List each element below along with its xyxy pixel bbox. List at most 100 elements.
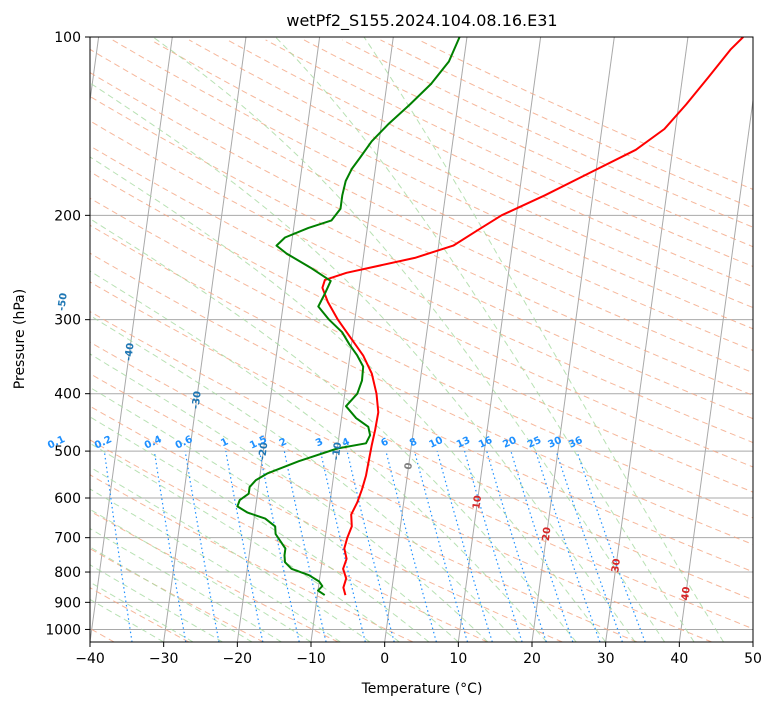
dry-adiabat-line [90, 197, 753, 519]
x-tick-label: 20 [523, 651, 541, 667]
data-series [236, 37, 744, 596]
isotherm-label: -30 [190, 390, 203, 409]
mixing-ratio-label: 36 [567, 435, 584, 451]
mixing-ratio-label: 4 [341, 436, 352, 449]
mixing-ratio-line [184, 451, 220, 642]
mixing-ratio-line [319, 450, 366, 642]
isotherm-line [531, 37, 615, 642]
dry-adiabat-label: 40 [680, 586, 693, 601]
dry-adiabat-line [90, 439, 488, 642]
plot-frame [89, 36, 754, 643]
mixing-ratio-label: 6 [379, 436, 390, 449]
y-tick-label: 600 [54, 491, 81, 507]
chart-title: wetPf2_S155.2024.104.08.16.E31 [286, 11, 557, 31]
x-tick-label: 50 [744, 651, 762, 667]
x-axis: −40 −30 −20 −10 0 10 20 30 40 50 [75, 642, 762, 667]
moist-adiabat-line [90, 488, 341, 642]
y-axis: 100 200 300 400 500 600 700 800 900 1000 [45, 30, 90, 638]
mixing-ratio-line [555, 450, 623, 642]
dry-adiabat-label: 10 [471, 495, 484, 510]
mixing-ratio-line [436, 450, 493, 642]
dry-adiabat-line [341, 39, 753, 228]
moist-adiabat-line [275, 37, 695, 642]
x-tick-label: 40 [670, 651, 688, 667]
moist-adiabat-line [90, 598, 164, 642]
isotherm-line [752, 638, 753, 642]
dry-adiabat-line [90, 510, 339, 642]
isotherm-label: -50 [56, 292, 69, 311]
moist-adiabat-line [90, 581, 194, 642]
dry-adiabat-line [380, 39, 753, 209]
dry-adiabat-label: 0 [403, 462, 415, 470]
isotherm-line [457, 37, 542, 642]
dry-adiabat-line [303, 39, 753, 248]
moist-adiabat-line [90, 564, 223, 642]
y-tick-label: 1000 [45, 622, 81, 638]
moist-adiabat-line [90, 314, 518, 642]
dry-adiabat-line [90, 341, 712, 642]
y-tick-label: 200 [54, 208, 81, 224]
dry-adiabat-line [90, 145, 753, 468]
moist-adiabat-line [90, 466, 371, 642]
mixing-ratio-line [576, 450, 646, 642]
x-tick-label: 0 [380, 651, 389, 667]
x-tick-label: −30 [149, 651, 179, 667]
moist-adiabat-line [90, 82, 636, 642]
mixing-ratio-label: 0.4 [143, 434, 164, 451]
isotherm-line [163, 37, 247, 642]
dry-adiabat-line [90, 224, 753, 545]
x-tick-label: −10 [296, 651, 326, 667]
isotherm-line [678, 96, 753, 642]
mixing-ratio-label: 3 [314, 436, 325, 449]
mixing-ratio-label: 8 [408, 436, 419, 449]
mixing-ratio-label: 25 [526, 435, 543, 451]
dry-adiabat-line [188, 39, 753, 309]
moist-adiabat-line [90, 270, 548, 642]
line-labels: -100-90-80-70-60-50-40-30-20-10010203040… [0, 242, 693, 602]
dry-adiabat-line [418, 39, 753, 190]
y-tick-label: 400 [54, 387, 81, 403]
moist-adiabat-line [90, 416, 430, 642]
mixing-ratio-line [283, 450, 327, 642]
dry-adiabat-line [90, 405, 563, 642]
y-tick-label: 800 [54, 565, 81, 581]
mixing-ratio-label: 2 [278, 436, 289, 449]
mixing-ratio-line [413, 450, 469, 642]
dry-adiabat-line [90, 48, 753, 374]
dry-adiabat-line [227, 39, 753, 288]
isotherm-label: -40 [123, 342, 136, 361]
mixing-ratio-label: 30 [546, 435, 563, 451]
x-tick-label: 10 [449, 651, 467, 667]
dry-adiabat-line [90, 95, 753, 420]
dry-adiabat-line [90, 252, 753, 573]
isotherm-line [90, 37, 173, 642]
moist-adiabat-line [90, 508, 312, 642]
dry-adiabat-line [90, 171, 753, 493]
mixing-ratio-line [510, 450, 574, 642]
y-axis-label: Pressure (hPa) [12, 289, 28, 389]
mixing-ratio-line [464, 450, 523, 642]
mixing-ratio-label: 20 [501, 435, 518, 451]
moist-adiabat-line [90, 442, 400, 642]
moist-adiabat-line [90, 546, 253, 642]
isotherm-line [236, 37, 321, 642]
moist-adiabat-line [152, 37, 666, 642]
temperature-profile [321, 37, 744, 596]
isotherm-line [384, 37, 468, 642]
moist-adiabat-line [363, 37, 724, 642]
mixing-ratio-label: 0.2 [93, 434, 114, 451]
y-tick-label: 700 [54, 531, 81, 547]
moist-adiabat-line [90, 156, 607, 642]
moist-adiabat-line [90, 218, 577, 642]
mixing-ratio-line [346, 450, 395, 642]
mixing-ratio-label: 13 [455, 435, 472, 451]
dry-adiabat-line [90, 311, 753, 630]
isotherm-line [605, 37, 689, 642]
y-tick-label: 500 [54, 444, 81, 460]
y-tick-label: 100 [54, 30, 81, 46]
x-tick-label: −20 [223, 651, 253, 667]
moist-adiabat-line [90, 353, 489, 642]
mixing-ratio-line [103, 451, 133, 642]
isotherm-label: -20 [257, 441, 270, 460]
